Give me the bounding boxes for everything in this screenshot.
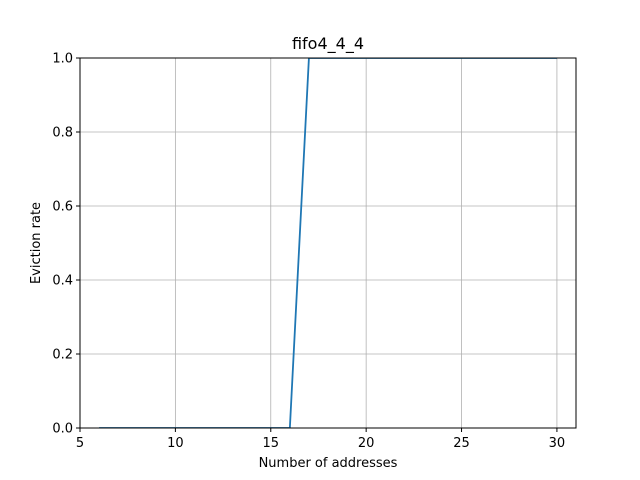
x-tick-label: 20 — [358, 436, 375, 451]
y-tick-label: 0.0 — [52, 422, 73, 437]
x-tick-label: 15 — [262, 436, 279, 451]
x-tick-label: 5 — [76, 436, 84, 451]
y-tick-label: 0.8 — [52, 126, 73, 141]
y-tick-label: 1.0 — [52, 52, 73, 67]
x-tick-label: 30 — [549, 436, 566, 451]
y-tick-label: 0.6 — [52, 200, 73, 215]
x-axis-label: Number of addresses — [259, 456, 398, 471]
ticks: 5 10 15 20 25 30 0.0 0.2 0.4 0.6 0.8 1.0 — [52, 52, 565, 452]
chart-title: fifo4_4_4 — [292, 34, 364, 54]
y-tick-label: 0.2 — [52, 348, 73, 363]
x-tick-label: 10 — [167, 436, 184, 451]
y-tick-label: 0.4 — [52, 274, 73, 289]
x-tick-label: 25 — [453, 436, 470, 451]
y-axis-label: Eviction rate — [29, 202, 44, 284]
plot-frame — [79, 57, 577, 429]
